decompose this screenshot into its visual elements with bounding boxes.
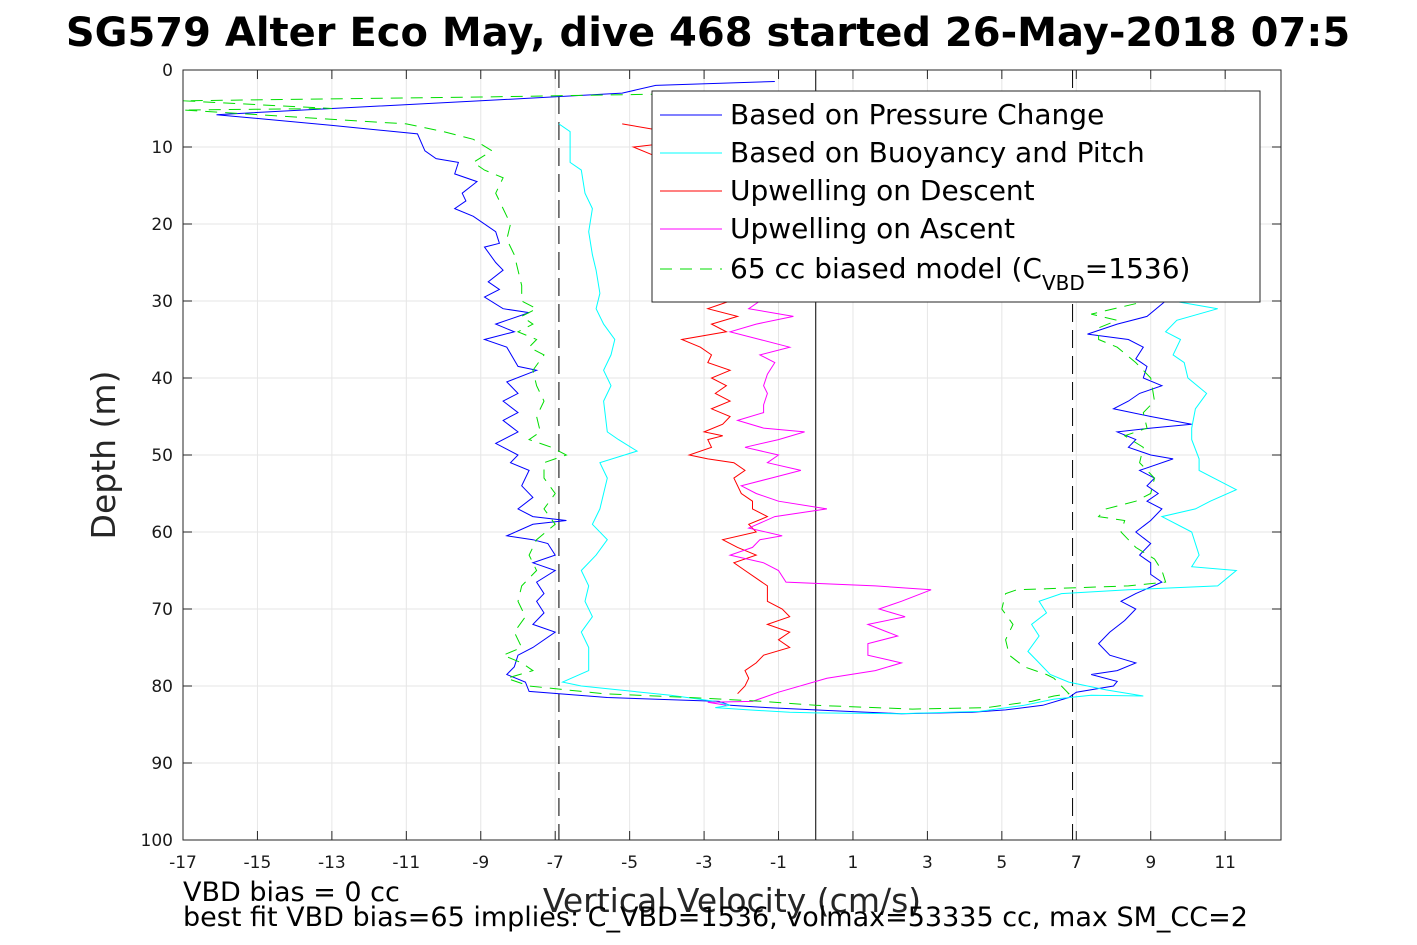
x-axis-label: Vertical Velocity (cm/s) xyxy=(543,881,921,920)
x-tick-label: -1 xyxy=(770,853,787,873)
legend: Based on Pressure Change Based on Buoyan… xyxy=(651,90,1261,303)
legend-label: Upwelling on Descent xyxy=(730,174,1035,207)
x-tick-label: -17 xyxy=(169,853,197,873)
y-tick-label: 40 xyxy=(151,369,173,389)
y-tick-label: 20 xyxy=(151,215,173,235)
legend-label-main: 65 cc biased model (C xyxy=(730,252,1042,285)
y-tick-label: 70 xyxy=(151,600,173,620)
legend-label-end: =1536) xyxy=(1085,252,1191,285)
y-tick-label: 0 xyxy=(162,61,173,81)
x-tick-label: 11 xyxy=(1214,853,1236,873)
axes xyxy=(182,69,1282,841)
series-line-1 xyxy=(216,81,1192,715)
legend-label: Based on Buoyancy and Pitch xyxy=(730,136,1145,169)
vbd-bias-note: VBD bias = 0 cc xyxy=(183,877,400,908)
x-tick-label: 7 xyxy=(1071,853,1082,873)
legend-label: Upwelling on Ascent xyxy=(730,212,1015,245)
y-axis-label: Depth (m) xyxy=(84,371,123,540)
series-line-4 xyxy=(707,146,932,706)
series-layer xyxy=(183,81,1238,715)
legend-label: Based on Pressure Change xyxy=(730,98,1104,131)
y-tick-label: 50 xyxy=(151,446,173,466)
x-tick-label: 3 xyxy=(922,853,933,873)
x-tick-label: 9 xyxy=(1145,853,1156,873)
x-tick-label: 1 xyxy=(848,853,859,873)
legend-label: 65 cc biased model (CVBD=1536) xyxy=(730,252,1190,295)
x-tick-label: 5 xyxy=(996,853,1007,873)
y-tick-label: 30 xyxy=(151,292,173,312)
x-tick-label: -15 xyxy=(244,853,272,873)
y-tick-labels: 0 10 20 30 40 50 60 70 80 90 100 xyxy=(141,61,173,851)
series-line-2 xyxy=(558,123,1238,715)
axes-box xyxy=(182,69,1282,841)
x-tick-label: -9 xyxy=(472,853,489,873)
y-tick-label: 10 xyxy=(151,138,173,158)
x-tick-label: -13 xyxy=(318,853,346,873)
x-tick-label: -5 xyxy=(621,853,638,873)
chart-title: SG579 Alter Eco May, dive 468 started 26… xyxy=(66,10,1350,56)
y-tick-label: 90 xyxy=(151,754,173,774)
best-fit-note: best fit VBD bias=65 implies: C_VBD=1536… xyxy=(183,902,1248,933)
series-line-5 xyxy=(183,92,1167,710)
x-tick-label: -3 xyxy=(696,853,713,873)
y-tick-label: 60 xyxy=(151,523,173,543)
x-tick-labels: -17 -15 -13 -11 -9 -7 -5 -3 -1 1 3 5 7 9 11 xyxy=(169,853,1236,873)
y-tick-label: 100 xyxy=(141,831,173,851)
y-tick-label: 80 xyxy=(151,677,173,697)
legend-box xyxy=(651,90,1261,303)
x-tick-label: -11 xyxy=(392,853,420,873)
x-tick-label: -7 xyxy=(547,853,564,873)
legend-label-subscript: VBD xyxy=(1042,271,1085,295)
